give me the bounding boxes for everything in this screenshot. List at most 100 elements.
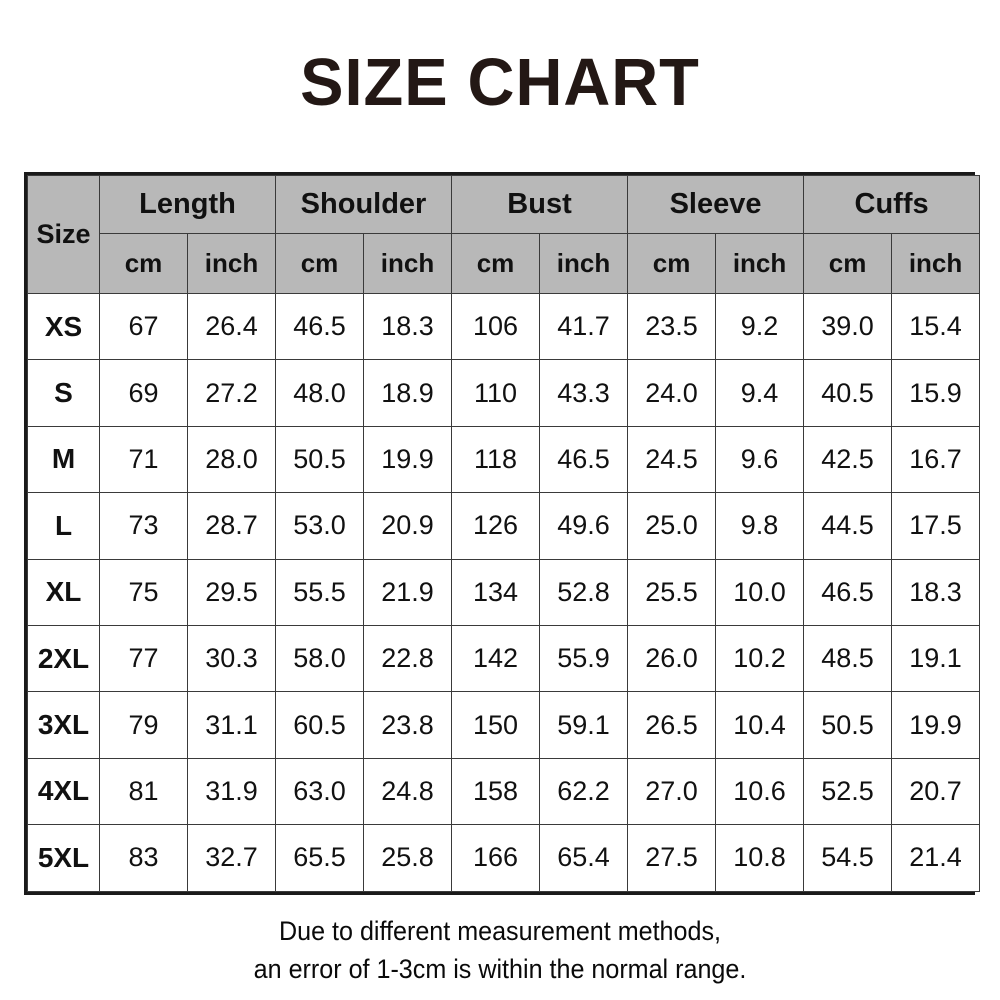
size-label-cell: S [27, 359, 100, 427]
table-row: 4XL 81 31.9 63.0 24.8 158 62.2 27.0 10.6 52.5 20.7 [27, 757, 981, 826]
column-group-cuffs: Cuffs [803, 175, 981, 234]
measurement-cell: 31.1 [187, 691, 276, 759]
measurement-cell: 10.4 [715, 691, 805, 759]
measurement-cell: 26.0 [627, 624, 717, 693]
measurement-cell: 22.8 [362, 624, 453, 693]
measurement-cell: 32.7 [187, 824, 276, 892]
size-label-cell: XS [27, 292, 100, 361]
measurement-cell: 21.4 [891, 824, 981, 892]
measurement-cell: 106 [451, 292, 541, 361]
measurement-cell: 50.5 [803, 691, 893, 759]
table-body: XS 67 26.4 46.5 18.3 106 41.7 23.5 9.2 39.0 15.4 S 6… [27, 292, 981, 892]
measurement-cell: 21.9 [362, 558, 453, 626]
measurement-cell: 158 [451, 757, 541, 826]
size-label-cell: 4XL [27, 757, 100, 826]
measurement-cell: 67 [99, 292, 188, 361]
measurement-cell: 58.0 [275, 624, 364, 693]
unit-header-bust-cm: cm [451, 233, 541, 294]
measurement-cell: 50.5 [275, 425, 364, 494]
measurement-cell: 42.5 [803, 425, 893, 494]
measurement-cell: 19.9 [891, 691, 981, 759]
measurement-cell: 77 [99, 624, 188, 693]
measurement-cell: 134 [451, 558, 541, 626]
unit-header-bust-inch: inch [539, 233, 629, 294]
size-label-cell: 2XL [27, 624, 100, 693]
measurement-cell: 9.6 [715, 425, 805, 494]
measurement-cell: 46.5 [803, 558, 893, 626]
measurement-cell: 20.9 [362, 492, 453, 560]
measurement-cell: 31.9 [187, 757, 276, 826]
measurement-cell: 69 [99, 359, 188, 427]
measurement-cell: 18.3 [362, 292, 453, 361]
measurement-cell: 55.9 [539, 624, 629, 693]
table-header: Size Length Shoulder Bust Sleeve Cuffs c… [27, 175, 981, 294]
measurement-cell: 9.2 [715, 292, 805, 361]
size-label-cell: XL [27, 558, 100, 626]
measurement-cell: 27.5 [627, 824, 717, 892]
measurement-cell: 79 [99, 691, 188, 759]
measurement-cell: 10.2 [715, 624, 805, 693]
measurement-cell: 20.7 [891, 757, 981, 826]
measurement-cell: 15.9 [891, 359, 981, 427]
footnote: Due to different measurement methods, an… [35, 912, 965, 988]
measurement-cell: 25.0 [627, 492, 717, 560]
measurement-cell: 24.0 [627, 359, 717, 427]
unit-header-sleeve-cm: cm [627, 233, 717, 294]
measurement-cell: 63.0 [275, 757, 364, 826]
measurement-cell: 73 [99, 492, 188, 560]
table-row: M 71 28.0 50.5 19.9 118 46.5 24.5 9.6 42.5 16.7 [27, 425, 981, 494]
measurement-cell: 65.5 [275, 824, 364, 892]
measurement-cell: 52.5 [803, 757, 893, 826]
measurement-cell: 150 [451, 691, 541, 759]
unit-header-length-inch: inch [187, 233, 276, 294]
unit-header-row: cm inch cm inch cm inch cm inch cm inch [28, 233, 981, 294]
table-row: S 69 27.2 48.0 18.9 110 43.3 24.0 9.4 40.5 15.9 [27, 359, 981, 427]
table-row: 3XL 79 31.1 60.5 23.8 150 59.1 26.5 10.4 50.5 19.9 [27, 691, 981, 759]
table-row: XL 75 29.5 55.5 21.9 134 52.8 25.5 10.0 46.5 18.3 [27, 558, 981, 626]
measurement-cell: 30.3 [187, 624, 276, 693]
unit-header-shoulder-inch: inch [362, 233, 453, 294]
measurement-cell: 41.7 [539, 292, 629, 361]
measurement-cell: 25.8 [362, 824, 453, 892]
measurement-cell: 166 [451, 824, 541, 892]
measurement-cell: 23.5 [627, 292, 717, 361]
unit-header-sleeve-inch: inch [715, 233, 805, 294]
measurement-cell: 10.0 [715, 558, 805, 626]
unit-header-cuffs-inch: inch [891, 233, 981, 294]
measurement-cell: 126 [451, 492, 541, 560]
measurement-cell: 71 [99, 425, 188, 494]
size-chart-table-container: Size Length Shoulder Bust Sleeve Cuffs c… [24, 172, 981, 895]
measurement-cell: 142 [451, 624, 541, 693]
size-label-cell: 3XL [27, 691, 100, 759]
measurement-cell: 43.3 [539, 359, 629, 427]
measurement-cell: 110 [451, 359, 541, 427]
footnote-line-2: an error of 1-3cm is within the normal r… [253, 954, 747, 984]
measurement-cell: 18.3 [891, 558, 981, 626]
unit-header-length-cm: cm [99, 233, 188, 294]
measurement-cell: 48.5 [803, 624, 893, 693]
measurement-cell: 23.8 [362, 691, 453, 759]
measurement-cell: 27.0 [627, 757, 717, 826]
column-group-length: Length [99, 175, 276, 234]
measurement-cell: 81 [99, 757, 188, 826]
measurement-cell: 40.5 [803, 359, 893, 427]
measurement-cell: 27.2 [187, 359, 276, 427]
measurement-cell: 46.5 [275, 292, 364, 361]
size-label-cell: 5XL [27, 824, 100, 892]
measurement-cell: 15.4 [891, 292, 981, 361]
measurement-cell: 29.5 [187, 558, 276, 626]
table-row: XS 67 26.4 46.5 18.3 106 41.7 23.5 9.2 39.0 15.4 [27, 292, 981, 361]
measurement-cell: 9.8 [715, 492, 805, 560]
measurement-cell: 10.6 [715, 757, 805, 826]
measurement-cell: 52.8 [539, 558, 629, 626]
measurement-cell: 49.6 [539, 492, 629, 560]
measurement-cell: 53.0 [275, 492, 364, 560]
measurement-cell: 9.4 [715, 359, 805, 427]
size-chart-table: Size Length Shoulder Bust Sleeve Cuffs c… [27, 175, 981, 892]
unit-header-shoulder-cm: cm [275, 233, 364, 294]
measurement-cell: 44.5 [803, 492, 893, 560]
footnote-line-1: Due to different measurement methods, [278, 916, 721, 946]
measurement-cell: 48.0 [275, 359, 364, 427]
measurement-cell: 83 [99, 824, 188, 892]
